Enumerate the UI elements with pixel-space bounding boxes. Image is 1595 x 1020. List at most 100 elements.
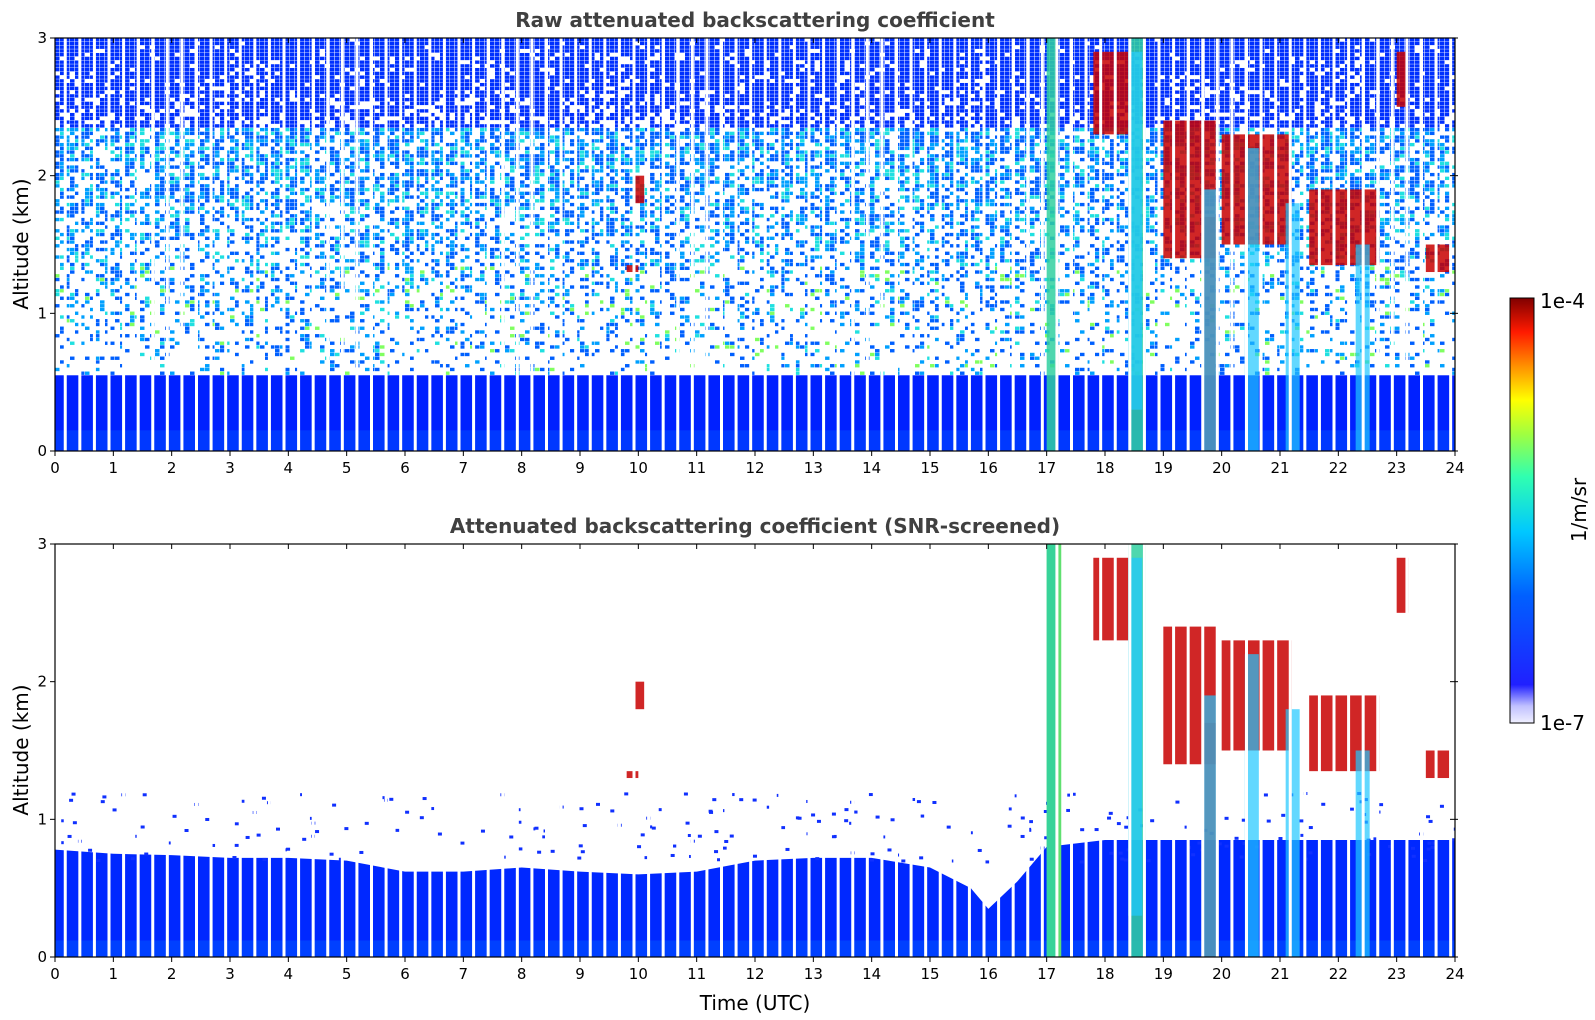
gap-stripe (1230, 38, 1234, 451)
gap-stripe (1099, 544, 1103, 957)
x-tick-label: 2 (167, 459, 177, 477)
gap-stripe (1274, 544, 1278, 957)
cloud-feature (1396, 557, 1409, 613)
gap-stripe (530, 544, 534, 957)
gap-stripe (690, 38, 694, 451)
gap-stripe (617, 544, 621, 957)
y-tick-label: 2 (37, 167, 47, 185)
data-gaps (63, 544, 1453, 957)
x-tick-label: 8 (517, 459, 527, 477)
x-tick-label: 5 (342, 459, 352, 477)
x-tick-label: 23 (1387, 965, 1406, 983)
y-tick-label: 3 (37, 29, 47, 47)
gap-stripe (1055, 38, 1059, 451)
gap-stripe (909, 38, 913, 451)
gap-stripe (1142, 544, 1146, 957)
x-tick-label: 9 (575, 965, 585, 983)
gap-stripe (355, 38, 359, 451)
gap-stripe (865, 544, 869, 957)
x-tick-label: 9 (575, 459, 585, 477)
gap-stripe (78, 544, 82, 957)
x-tick-label: 20 (1212, 965, 1231, 983)
heatmap-raw: 0 1 2 3 4 5 6 7 8 9 10 11 12 13 14 15 16 17 18 19 20 21 22 23 24… (9, 29, 1465, 477)
gap-stripe (690, 544, 694, 957)
gap-stripe (851, 544, 855, 957)
x-tick-label: 23 (1387, 459, 1406, 477)
gap-stripe (209, 544, 213, 957)
colorbar-gradient (1509, 297, 1535, 724)
x-tick-label: 1 (109, 965, 119, 983)
gap-stripe (1420, 544, 1423, 957)
gap-stripe (107, 544, 111, 957)
gap-stripe (515, 544, 519, 957)
gap-stripe (1245, 38, 1248, 451)
gap-stripe (1434, 544, 1438, 957)
gap-stripe (180, 544, 184, 957)
gap-stripe (1405, 544, 1409, 957)
gap-stripe (1186, 544, 1190, 957)
gap-stripe (647, 544, 651, 957)
gap-stripe (1215, 38, 1219, 451)
gap-stripe (1317, 38, 1321, 451)
gap-stripe (515, 38, 519, 451)
x-tick-label: 24 (1445, 459, 1464, 477)
gap-stripe (1376, 38, 1380, 451)
chart-title-top: Raw attenuated backscattering coefficien… (515, 8, 995, 32)
gap-stripe (180, 38, 184, 451)
gap-stripe (559, 544, 563, 957)
x-tick-label: 18 (1095, 965, 1114, 983)
fall-streak (1204, 695, 1218, 957)
fall-streak (1244, 654, 1259, 957)
gap-stripe (749, 38, 753, 451)
gap-stripe (836, 544, 840, 957)
cloud-feature (1396, 51, 1409, 107)
gap-stripe (603, 544, 607, 957)
surface-layer-fill (55, 940, 1455, 957)
gap-stripe (136, 38, 140, 451)
gap-stripe (676, 544, 680, 957)
gap-stripe (778, 544, 782, 957)
x-tick-label: 21 (1270, 459, 1289, 477)
gap-stripe (880, 38, 884, 451)
x-tick-label: 16 (979, 965, 998, 983)
gap-stripe (807, 38, 811, 451)
y-tick-label: 0 (37, 948, 47, 966)
gap-stripe (997, 38, 1001, 451)
gap-stripe (78, 38, 82, 451)
gap-stripe (165, 38, 169, 451)
gap-stripe (1070, 544, 1073, 957)
gap-stripe (340, 38, 344, 451)
x-tick-label: 7 (459, 459, 469, 477)
y-tick-label: 1 (37, 304, 47, 322)
gap-stripe (428, 544, 432, 957)
surface-layer-fill (55, 430, 1455, 451)
gap-stripe (880, 544, 884, 957)
colorbar-min-label: 1e-7 (1540, 711, 1585, 735)
gap-stripe (734, 544, 738, 957)
y-tick-label: 1 (37, 810, 47, 828)
colorbar: 1e-4 1e-7 1/m/sr (1509, 289, 1591, 735)
gap-stripe (647, 38, 651, 451)
x-tick-label: 22 (1329, 459, 1348, 477)
gap-stripe (1113, 38, 1117, 451)
gap-stripe (442, 38, 446, 451)
gap-stripe (1040, 38, 1044, 451)
gap-stripe (1361, 38, 1365, 451)
gap-stripe (953, 544, 957, 957)
gap-stripe (1245, 544, 1248, 957)
gap-stripe (136, 544, 140, 957)
gap-stripe (413, 544, 417, 957)
gap-stripe (1288, 38, 1292, 451)
x-tick-label: 19 (1154, 965, 1173, 983)
gap-stripe (457, 38, 461, 451)
gap-stripe (1303, 544, 1307, 957)
x-tick-label: 5 (342, 965, 352, 983)
gap-stripe (1026, 544, 1030, 957)
gap-stripe (1230, 544, 1234, 957)
gap-stripe (676, 38, 680, 451)
gap-stripe (822, 544, 826, 957)
gap-stripe (267, 544, 271, 957)
gap-stripe (895, 544, 898, 957)
gap-stripe (1011, 544, 1015, 957)
